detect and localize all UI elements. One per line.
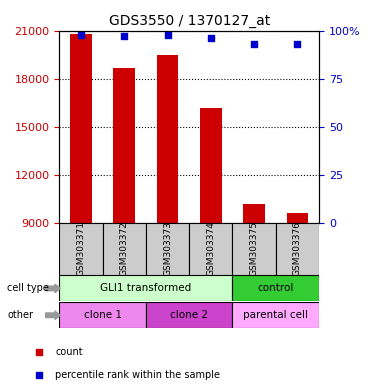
Text: clone 1: clone 1 (83, 310, 122, 320)
Bar (70, 34, 92, 223)
Text: GSM303376: GSM303376 (293, 221, 302, 276)
Text: GSM303374: GSM303374 (206, 221, 215, 276)
Bar (146, 223, 189, 275)
Point (251, 41, 257, 47)
Point (165, 31, 171, 38)
Point (295, 41, 301, 47)
Bar (233, 275, 319, 301)
Point (365, 274, 371, 280)
Text: GSM303372: GSM303372 (120, 221, 129, 276)
Bar (233, 302, 319, 328)
Text: other: other (7, 310, 33, 320)
Bar (276, 223, 319, 275)
Text: control: control (257, 283, 294, 293)
Bar (59, 223, 103, 275)
Bar (243, 204, 265, 223)
Bar (157, 55, 178, 223)
Text: parental cell: parental cell (243, 310, 308, 320)
Text: count: count (55, 347, 83, 357)
Bar (59, 275, 233, 301)
Point (121, 33, 127, 40)
Bar (59, 302, 146, 328)
Bar (146, 302, 233, 328)
Point (78, 31, 84, 38)
Text: GSM303371: GSM303371 (76, 221, 85, 276)
Bar (233, 223, 276, 275)
Bar (114, 68, 135, 223)
Text: GLI1 transformed: GLI1 transformed (100, 283, 191, 293)
Point (208, 35, 214, 41)
Text: clone 2: clone 2 (170, 310, 208, 320)
Text: cell type: cell type (7, 283, 49, 293)
Text: GSM303373: GSM303373 (163, 221, 172, 276)
Text: GSM303375: GSM303375 (250, 221, 259, 276)
Bar (189, 223, 233, 275)
Point (365, 65, 371, 71)
Bar (200, 108, 222, 223)
Bar (286, 213, 308, 223)
Text: percentile rank within the sample: percentile rank within the sample (55, 370, 220, 380)
Bar (103, 223, 146, 275)
Title: GDS3550 / 1370127_at: GDS3550 / 1370127_at (109, 14, 270, 28)
